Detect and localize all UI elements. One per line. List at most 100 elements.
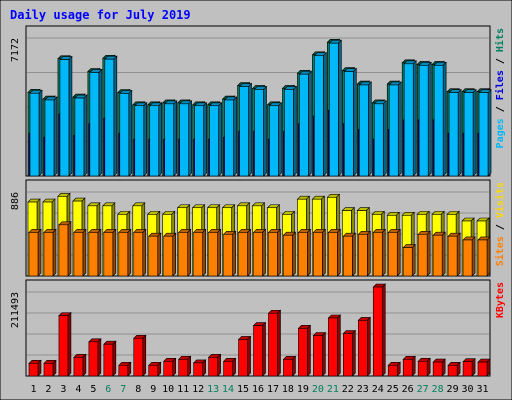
bar-pages-7 (119, 89, 133, 177)
bar-pages-5 (89, 68, 103, 177)
bar-pages-20 (313, 52, 328, 177)
bar-sites-2 (43, 228, 57, 277)
bar-sites-18-side (292, 231, 296, 277)
bar-pages-22-face (344, 71, 354, 177)
x-tick-label: 28 (432, 384, 444, 395)
bar-sites-15-side (247, 228, 251, 277)
x-axis-labels: 1 2 3 4 5 6 7 8 9 10 11 12 13 14 15 16 17 18 19 20 21 22 23 24 2… (30, 384, 488, 395)
x-tick-label: 10 (162, 384, 174, 395)
bar-pages-27 (418, 61, 432, 177)
bar-pages-26-side (412, 60, 417, 177)
bar-pages-2-face (44, 99, 55, 177)
bar-pages-6-side (113, 55, 118, 177)
bar-sites-10-face (163, 235, 174, 277)
x-tick-label: 1 (30, 384, 36, 395)
bar-pages-11-side (188, 100, 192, 177)
bar-sites-12-face (193, 232, 203, 277)
bar-pages-16-face (254, 89, 264, 177)
x-tick-label: 11 (177, 384, 189, 395)
bar-kbytes-1-side (37, 359, 42, 377)
bar-kbytes-10-side (172, 357, 177, 377)
bar-sites-30 (462, 236, 476, 277)
bar-sites-22-side (352, 232, 356, 277)
bar-kbytes-14-side (232, 357, 236, 377)
x-tick-label: 21 (327, 384, 339, 395)
bar-pages-9 (149, 102, 163, 177)
legend-entry: KBytes (495, 282, 506, 318)
bar-pages-28 (433, 61, 447, 177)
bar-pages-7-face (119, 93, 130, 177)
bar-kbytes-3-side (67, 311, 72, 377)
bar-pages-23 (358, 81, 373, 177)
bar-kbytes-2-face (43, 362, 54, 377)
bar-kbytes-28-side (441, 358, 446, 377)
bar-sites-8 (133, 228, 147, 277)
bar-kbytes-27-face (417, 361, 428, 377)
x-tick-label: 19 (297, 384, 309, 395)
bar-kbytes-18-face (283, 359, 293, 377)
bar-kbytes-3 (58, 311, 72, 377)
bar-sites-24-face (372, 232, 383, 277)
bar-sites-17 (267, 228, 282, 277)
bar-kbytes-22-side (352, 329, 356, 377)
bar-sites-8-side (142, 228, 147, 277)
bar-sites-21-side (337, 228, 341, 277)
bar-sites-1-side (37, 228, 42, 277)
bar-sites-11 (177, 228, 192, 277)
bar-kbytes-4 (73, 353, 87, 377)
bar-kbytes-19 (297, 324, 312, 377)
legend-entry: Hits (494, 28, 506, 52)
bar-pages-14-side (233, 96, 237, 177)
bar-pages-7-side (128, 89, 133, 177)
bar-pages-24-face (373, 103, 384, 177)
x-tick-label: 17 (267, 384, 279, 395)
y-max-label: 7172 (10, 38, 21, 62)
x-tick-label: 14 (222, 384, 234, 395)
bar-pages-11 (178, 100, 193, 177)
bar-kbytes-23 (357, 316, 372, 377)
bar-pages-8-face (134, 105, 145, 177)
bar-pages-14 (223, 96, 238, 177)
bar-sites-24-side (381, 228, 386, 277)
bar-kbytes-16-face (253, 325, 263, 377)
bar-sites-15 (237, 228, 252, 277)
bar-pages-27-side (427, 61, 432, 177)
bar-kbytes-4-side (82, 353, 87, 377)
bar-pages-2 (44, 96, 58, 177)
bar-sites-1-face (28, 232, 39, 277)
bar-kbytes-31 (477, 358, 491, 377)
bar-pages-31 (478, 88, 492, 177)
bar-kbytes-17-face (268, 312, 278, 377)
bar-kbytes-20-face (313, 335, 323, 377)
bar-sites-17-face (268, 232, 278, 277)
panel-bars (28, 283, 491, 377)
bar-pages-10-side (173, 100, 178, 177)
bar-pages-1 (29, 89, 43, 177)
bar-pages-28-side (442, 61, 447, 177)
bar-kbytes-20-side (322, 331, 326, 377)
legend-entry: Pages (495, 118, 506, 148)
bar-sites-2-side (52, 228, 57, 277)
x-tick-label: 4 (75, 384, 81, 395)
legend-entry: Sites (494, 236, 506, 266)
bar-pages-12-side (203, 102, 207, 177)
bar-sites-21 (327, 228, 342, 277)
x-tick-label: 25 (387, 384, 399, 395)
bar-sites-28 (432, 231, 446, 277)
bar-kbytes-5 (88, 338, 102, 377)
bar-kbytes-24 (372, 283, 386, 377)
bar-sites-1 (28, 228, 42, 277)
bar-kbytes-2 (43, 359, 57, 377)
bar-kbytes-24-face (372, 286, 383, 377)
bar-pages-28-face (433, 65, 444, 177)
legend-entry: / (495, 218, 506, 236)
bar-kbytes-25 (387, 361, 401, 377)
bar-kbytes-3-face (58, 315, 69, 377)
bar-pages-3-side (68, 55, 73, 177)
bar-sites-31-face (477, 239, 488, 277)
bar-sites-22 (342, 232, 357, 277)
bar-sites-7-side (127, 228, 132, 277)
x-tick-label: 9 (150, 384, 156, 395)
bar-pages-13-side (218, 102, 222, 177)
legend-entry: / (495, 52, 506, 70)
